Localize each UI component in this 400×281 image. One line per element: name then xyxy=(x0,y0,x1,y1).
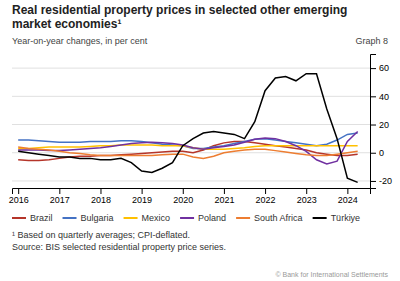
tick-mark xyxy=(347,188,348,194)
tick-label: 20 xyxy=(379,120,389,130)
legend-swatch xyxy=(313,217,327,219)
legend-swatch xyxy=(236,217,250,219)
subtitle: Year-on-year changes, in per cent xyxy=(12,36,148,46)
legend-label: Poland xyxy=(198,213,226,223)
tick-mark xyxy=(100,188,101,194)
tick: 2024 xyxy=(338,188,358,205)
tick-label: 0 xyxy=(379,148,384,158)
legend-item: Bulgaria xyxy=(63,213,114,223)
series-line xyxy=(18,132,357,164)
tick: 60 xyxy=(370,63,389,73)
legend-swatch xyxy=(124,217,138,219)
grid-line xyxy=(12,68,370,69)
tick: 2022 xyxy=(256,188,276,205)
legend-item: Poland xyxy=(180,213,226,223)
legend-label: South Africa xyxy=(254,213,303,223)
tick-mark xyxy=(224,188,225,194)
tick-label: 2024 xyxy=(338,195,358,205)
y-axis: -20 0 20 40 60 xyxy=(370,55,392,189)
legend-swatch xyxy=(12,217,26,219)
tick-label: 2019 xyxy=(132,195,152,205)
annotation: Graph 8 xyxy=(355,36,388,46)
series-line xyxy=(18,74,357,183)
title-line: market economies¹ xyxy=(12,17,121,31)
axis-domain xyxy=(371,55,377,189)
x-axis: 2016 2017 2018 2019 2020 2021 2022 2023 2024 xyxy=(9,188,371,205)
tick: 2020 xyxy=(173,188,193,205)
legend-item: South Africa xyxy=(236,213,303,223)
tick-label: 2018 xyxy=(91,195,111,205)
legend-item: Brazil xyxy=(12,213,53,223)
tick-mark xyxy=(370,153,376,154)
legend-label: Bulgaria xyxy=(81,213,114,223)
tick-label: 2023 xyxy=(297,195,317,205)
tick-mark xyxy=(18,188,19,194)
chart: Real residential property prices in sele… xyxy=(0,0,400,281)
grid-line xyxy=(12,96,370,97)
legend-swatch xyxy=(180,217,194,219)
legend-label: Türkiye xyxy=(331,213,361,223)
tick-label: 2017 xyxy=(50,195,70,205)
tick: 2023 xyxy=(297,188,317,205)
tick-mark xyxy=(370,68,376,69)
tick-mark xyxy=(370,96,376,97)
tick: 2021 xyxy=(214,188,234,205)
plot-area xyxy=(18,74,357,183)
legend-item: Mexico xyxy=(124,213,171,223)
grid-line xyxy=(12,180,370,181)
tick-mark xyxy=(142,188,143,194)
tick-mark xyxy=(183,188,184,194)
tick: 40 xyxy=(370,92,389,102)
grid xyxy=(12,68,370,181)
legend-label: Brazil xyxy=(30,213,53,223)
tick: 2019 xyxy=(132,188,152,205)
legend-label: Mexico xyxy=(142,213,171,223)
axis-domain xyxy=(13,189,371,195)
tick-label: 60 xyxy=(379,63,389,73)
tick-mark xyxy=(59,188,60,194)
tick-label: 40 xyxy=(379,92,389,102)
annotation: © Bank for International Settlements xyxy=(275,271,388,278)
grid-line xyxy=(12,124,370,125)
tick: 2016 xyxy=(9,188,29,205)
legend-item: Türkiye xyxy=(313,213,361,223)
tick: 2017 xyxy=(50,188,70,205)
tick: -20 xyxy=(370,176,392,186)
tick: 2018 xyxy=(91,188,111,205)
tick-label: 2016 xyxy=(9,195,29,205)
tick-mark xyxy=(306,188,307,194)
annotation: Source: BIS selected residential propert… xyxy=(12,242,226,252)
tick-label: -20 xyxy=(379,176,392,186)
tick-mark xyxy=(370,125,376,126)
annotation: ¹ Based on quarterly averages; CPI-defla… xyxy=(12,230,190,240)
tick-label: 2022 xyxy=(256,195,276,205)
tick-mark xyxy=(265,188,266,194)
tick-label: 2021 xyxy=(214,195,234,205)
title: Real residential property prices in sele… xyxy=(12,3,351,31)
tick: 0 xyxy=(370,148,384,158)
tick: 20 xyxy=(370,120,389,130)
legend-swatch xyxy=(63,217,77,219)
legend: Brazil Bulgaria Mexico Poland South Africa Tü… xyxy=(12,213,360,223)
tick-label: 2020 xyxy=(173,195,193,205)
tick-mark xyxy=(370,181,376,182)
title-line: Real residential property prices in sele… xyxy=(12,3,351,17)
